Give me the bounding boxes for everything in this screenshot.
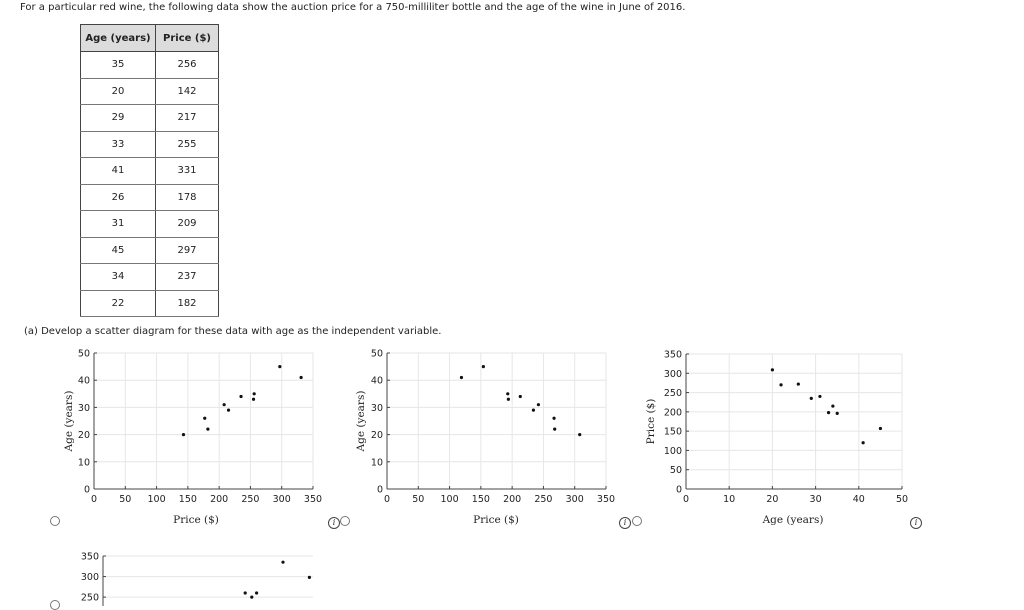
y-tick-label: 350 xyxy=(81,552,99,563)
option-1-radio[interactable] xyxy=(50,516,60,526)
y-tick-label: 300 xyxy=(81,572,99,583)
option-2-info-icon[interactable]: i xyxy=(619,517,631,529)
data-point xyxy=(250,596,253,599)
data-point xyxy=(244,591,247,594)
option-2-radio[interactable] xyxy=(340,516,350,526)
option-4-radio[interactable] xyxy=(50,600,60,610)
option-1-info-icon[interactable]: i xyxy=(328,517,340,529)
option-3-radio[interactable] xyxy=(632,516,642,526)
y-tick-label: 250 xyxy=(81,593,99,604)
data-point xyxy=(308,576,311,579)
data-point xyxy=(255,591,258,594)
option-3-info-icon[interactable]: i xyxy=(910,517,922,529)
data-point xyxy=(281,561,284,564)
